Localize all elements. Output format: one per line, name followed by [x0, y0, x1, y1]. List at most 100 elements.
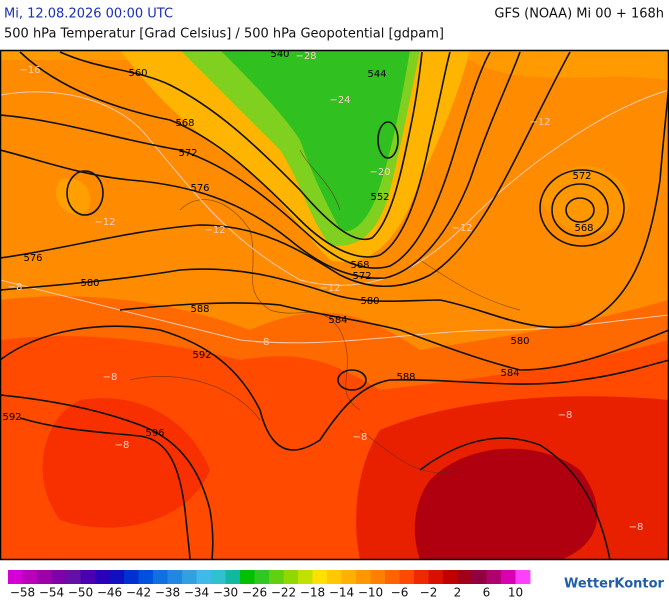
model-run: GFS (NOAA) Mi 00 + 168h	[494, 7, 664, 22]
colorbar-swatch	[22, 570, 38, 584]
colorbar-swatch	[428, 570, 444, 584]
colorbar-tick-label: −46	[97, 586, 122, 600]
colorbar-tick-label: −2	[420, 586, 438, 600]
contour-label: 588	[190, 304, 209, 315]
colorbar-tick-label: −22	[271, 586, 296, 600]
temperature-label: −16	[19, 65, 40, 76]
temperature-label: −12	[204, 225, 225, 236]
colorbar-swatch	[225, 570, 241, 584]
temperature-label: −28	[295, 51, 316, 62]
colorbar-swatch	[254, 570, 270, 584]
temperature-label: −8	[558, 410, 573, 421]
contour-label: 560	[128, 68, 147, 79]
contour-label: 540	[270, 49, 289, 60]
colorbar-swatch	[37, 570, 52, 584]
temperature-label: −8	[103, 372, 118, 383]
temperature-label: −12	[451, 223, 472, 234]
contour-label: 584	[500, 368, 519, 379]
colorbar-swatch	[443, 570, 458, 584]
temperature-label: −12	[94, 217, 115, 228]
colorbar-swatch	[153, 570, 168, 584]
colorbar-swatch	[80, 570, 96, 584]
contour-label: 572	[352, 271, 371, 282]
colorbar-swatch	[269, 570, 284, 584]
colorbar-tick-label: −34	[184, 586, 209, 600]
colorbar-tick-label: −10	[358, 586, 383, 600]
colorbar-swatch	[457, 570, 473, 584]
colorbar-swatch	[385, 570, 400, 584]
temperature-label: −8	[353, 432, 368, 443]
colorbar-swatch	[124, 570, 139, 584]
colorbar-tick-label: −30	[213, 586, 238, 600]
colorbar-tick-label: 2	[454, 586, 462, 600]
colorbar-tick-label: −58	[10, 586, 35, 600]
colorbar-swatch	[370, 570, 386, 584]
colorbar-swatch	[501, 570, 516, 584]
colorbar-tick-label: −26	[242, 586, 267, 600]
logo: WetterKontor	[564, 577, 665, 592]
colorbar-swatch	[486, 570, 502, 584]
contour-label: 584	[328, 315, 347, 326]
contour-label: 568	[574, 223, 593, 234]
map-title: Mi, 12.08.2026 00:00 UTC	[4, 7, 173, 22]
contour-label: 580	[510, 336, 529, 347]
contour-label: 568	[350, 260, 369, 271]
colorbar-swatch	[138, 570, 154, 584]
colorbar-swatch	[298, 570, 313, 584]
colorbar-swatch	[196, 570, 212, 584]
temperature-label: −24	[329, 95, 350, 106]
colorbar-swatch	[283, 570, 299, 584]
colorbar-swatch	[109, 570, 125, 584]
colorbar-swatch	[66, 570, 81, 584]
contour-label: 592	[2, 412, 21, 423]
contour-label: 552	[370, 192, 389, 203]
temperature-label: −8	[8, 282, 23, 293]
temperature-label: −20	[369, 167, 390, 178]
colorbar-tick-label: 6	[483, 586, 491, 600]
contour-label: 576	[190, 183, 209, 194]
colorbar-tick-label: −38	[155, 586, 180, 600]
temperature-label: −12	[529, 117, 550, 128]
temperature-label: −8	[629, 522, 644, 533]
colorbar-swatch	[399, 570, 415, 584]
colorbar-tick-label: −18	[300, 586, 325, 600]
map-subtitle: 500 hPa Temperatur [Grad Celsius] / 500 …	[4, 27, 444, 42]
temperature-label: −12	[319, 283, 340, 294]
colorbar-tick-label: −14	[329, 586, 354, 600]
colorbar-swatch	[414, 570, 429, 584]
colorbar-swatch	[312, 570, 328, 584]
contour-label: 596	[145, 428, 164, 439]
colorbar-swatch	[356, 570, 371, 584]
colorbar-swatch	[8, 570, 23, 584]
colorbar-tick-label: −6	[391, 586, 409, 600]
colorbar-swatch	[51, 570, 67, 584]
contour-label: 572	[572, 171, 591, 182]
colorbar-tick-label: −50	[68, 586, 93, 600]
colorbar-swatch	[211, 570, 226, 584]
contour-label: 568	[175, 118, 194, 129]
colorbar-swatch	[472, 570, 487, 584]
colorbar-swatch	[515, 570, 531, 584]
contour-label: 580	[360, 296, 379, 307]
colorbar: −58 −54 −50 −46 −42 −38 −34 −30 −26 −22 −18 −14 −10−…	[8, 570, 531, 600]
colorbar-swatch	[182, 570, 197, 584]
contour-label: 576	[23, 253, 42, 264]
contour-label: 580	[80, 278, 99, 289]
geopotential-contours	[1, 51, 668, 559]
contour-label: 588	[396, 372, 415, 383]
colorbar-swatch	[240, 570, 255, 584]
colorbar-tick-label: −54	[39, 586, 64, 600]
colorbar-tick-label: −42	[126, 586, 151, 600]
contour-label: 592	[192, 350, 211, 361]
temperature-label: −8	[115, 440, 130, 451]
map-area: 5605685725765765805885925925965405445525…	[1, 49, 668, 559]
colorbar-swatch	[327, 570, 342, 584]
temperature-label: −8	[255, 337, 270, 348]
contour-label: 544	[367, 69, 386, 80]
contour-label: 572	[178, 148, 197, 159]
colorbar-tick-label: 10	[508, 586, 523, 600]
colorbar-swatch	[167, 570, 183, 584]
colorbar-swatch	[95, 570, 110, 584]
colorbar-swatch	[341, 570, 357, 584]
